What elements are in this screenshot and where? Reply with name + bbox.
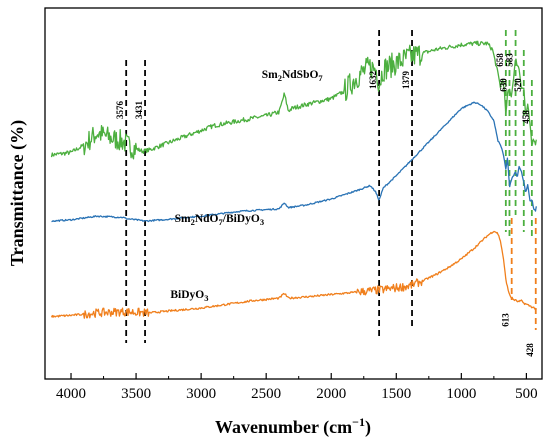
x-tick-label-500: 500 — [515, 386, 538, 402]
series-lines — [50, 40, 537, 319]
series-label-part: /BiDyO — [222, 213, 260, 225]
series-label-part: 3 — [260, 217, 264, 227]
series-label-part: Sm — [175, 213, 191, 225]
series-label-part: 7 — [219, 217, 224, 227]
x-tick-label-1000: 1000 — [446, 386, 476, 402]
x-axis-title-main: Wavenumber (cm — [215, 417, 352, 438]
ref-label-630: 630 — [499, 78, 509, 92]
x-tick-label-2500: 2500 — [251, 386, 281, 402]
series-label-part: 2 — [278, 73, 282, 83]
ref-label-613: 613 — [501, 313, 511, 327]
x-tick-label-1500: 1500 — [381, 386, 411, 402]
series-label-0: Sm2NdSbO7 — [262, 69, 324, 83]
series-line-2 — [50, 230, 537, 319]
series-label-part: 3 — [204, 293, 208, 303]
series-line-0 — [50, 40, 537, 160]
x-axis-title-sup: −1 — [352, 415, 365, 429]
series-label-part: 7 — [318, 73, 323, 83]
ref-label-658: 658 — [495, 53, 505, 67]
y-axis-title: Transmittance (%) — [7, 120, 28, 266]
x-tick-label-3500: 3500 — [121, 386, 151, 402]
reference-labels: 3576 3431 1632 1379 658 630 583 520 458 613 428 — [115, 53, 535, 357]
ref-label-3431: 3431 — [134, 101, 144, 120]
ref-label-583: 583 — [505, 53, 515, 67]
x-tick-label-2000: 2000 — [316, 386, 346, 402]
series-label-part: BiDyO — [170, 289, 204, 301]
x-axis-title-tail: ) — [365, 417, 371, 438]
x-tick-label-3000: 3000 — [186, 386, 216, 402]
ref-label-520: 520 — [513, 78, 523, 92]
series-label-part: Sm — [262, 69, 278, 81]
series-label-part: 2 — [191, 217, 195, 227]
series-label-part: NdO — [195, 213, 219, 225]
series-line-1 — [51, 101, 537, 223]
series-label-2: BiDyO3 — [170, 289, 208, 303]
x-axis: 4000 3500 3000 2500 2000 1500 1000 500 — [56, 373, 538, 402]
series-label-1: Sm2NdO7/BiDyO3 — [175, 213, 264, 227]
ref-label-1379: 1379 — [401, 71, 411, 90]
x-tick-label-4000: 4000 — [56, 386, 86, 402]
x-axis-title: Wavenumber (cm−1) — [215, 415, 371, 438]
ref-label-458: 458 — [521, 110, 531, 124]
ref-label-1632: 1632 — [368, 71, 378, 90]
series-label-part: NdSbO — [282, 69, 318, 81]
plot-frame — [44, 7, 543, 380]
ref-label-3576: 3576 — [115, 101, 125, 120]
ref-label-428: 428 — [525, 343, 535, 357]
